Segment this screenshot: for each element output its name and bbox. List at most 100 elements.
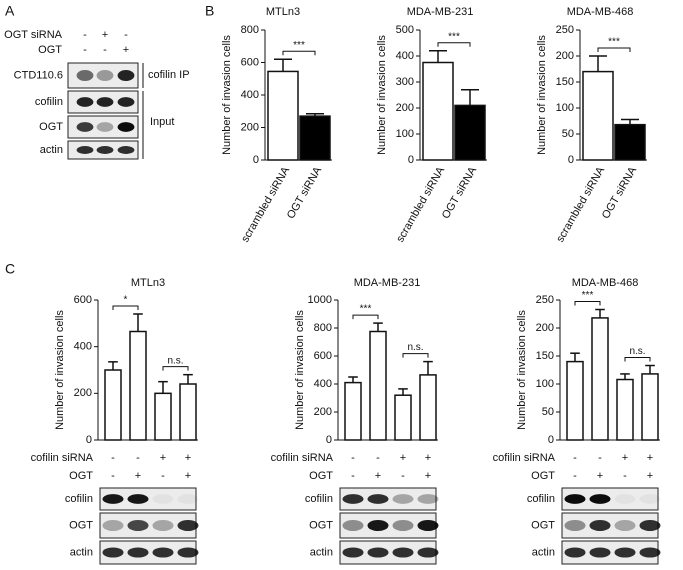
chart-title: MDA-MB-231 bbox=[354, 277, 421, 289]
sign: + bbox=[135, 470, 141, 482]
y-tick-label: 1000 bbox=[308, 294, 332, 306]
sign: - bbox=[83, 29, 87, 41]
y-tick-label: 50 bbox=[562, 128, 574, 140]
y-tick-label: 500 bbox=[396, 24, 414, 36]
sign: - bbox=[111, 470, 115, 482]
condition-label: OGT bbox=[69, 470, 93, 482]
bar bbox=[582, 70, 614, 161]
blot-band bbox=[589, 520, 611, 531]
y-axis-label: Number of invasion cells bbox=[376, 35, 388, 155]
sign: + bbox=[647, 470, 653, 482]
sign: - bbox=[111, 452, 115, 464]
y-tick-label: 0 bbox=[548, 434, 554, 446]
chart-title: MDA-MB-468 bbox=[567, 6, 634, 18]
significance-label: n.s. bbox=[629, 346, 645, 357]
blot-label: actin bbox=[532, 546, 555, 558]
y-tick-label: 600 bbox=[241, 56, 259, 68]
panel-label: B bbox=[205, 3, 214, 19]
sign: - bbox=[351, 470, 355, 482]
condition-label: cofilin siRNA bbox=[271, 452, 334, 464]
y-tick-label: 50 bbox=[542, 406, 554, 418]
sign: - bbox=[136, 452, 140, 464]
sign: + bbox=[622, 452, 628, 464]
sign: + bbox=[425, 452, 431, 464]
sign: + bbox=[375, 470, 381, 482]
blot-label: actin bbox=[40, 144, 63, 156]
x-tick-label: scrambled siRNA bbox=[394, 164, 447, 244]
blot-band bbox=[96, 146, 114, 154]
y-tick-label: 200 bbox=[556, 50, 574, 62]
blot-band bbox=[614, 494, 636, 504]
blot-band bbox=[367, 547, 389, 558]
y-axis-label: Number of invasion cells bbox=[221, 35, 233, 155]
y-axis-label: Number of invasion cells bbox=[294, 310, 306, 430]
blot-band bbox=[127, 494, 149, 504]
sign: - bbox=[103, 44, 107, 56]
significance-label: *** bbox=[608, 37, 620, 48]
sign: + bbox=[185, 452, 191, 464]
y-tick-label: 400 bbox=[241, 89, 259, 101]
blot-label: OGT bbox=[69, 519, 93, 531]
blot-band bbox=[117, 70, 135, 81]
sign: - bbox=[351, 452, 355, 464]
blot-band bbox=[367, 494, 389, 504]
bar bbox=[422, 61, 454, 161]
group-label: Input bbox=[150, 116, 174, 128]
sign: + bbox=[123, 44, 129, 56]
y-tick-label: 0 bbox=[86, 434, 92, 446]
significance-bracket bbox=[574, 301, 601, 306]
condition-label: cofilin siRNA bbox=[493, 452, 556, 464]
bar bbox=[641, 373, 659, 441]
bar bbox=[299, 115, 331, 161]
blot-band bbox=[564, 494, 586, 504]
y-tick-label: 250 bbox=[556, 24, 574, 36]
significance-label: *** bbox=[448, 31, 460, 42]
blot-band bbox=[342, 520, 364, 531]
blot-band bbox=[177, 494, 199, 504]
bar bbox=[614, 123, 646, 161]
significance-label: *** bbox=[293, 40, 305, 51]
blot-band bbox=[76, 122, 94, 132]
significance-bracket bbox=[437, 42, 471, 47]
sign: - bbox=[401, 470, 405, 482]
blot-band bbox=[417, 547, 439, 558]
x-tick-label: scrambled siRNA bbox=[554, 164, 607, 244]
chart-title: MDA-MB-468 bbox=[572, 277, 639, 289]
blot-band bbox=[589, 547, 611, 558]
sign: + bbox=[160, 452, 166, 464]
bar bbox=[454, 104, 486, 161]
blot-band bbox=[392, 520, 414, 531]
significance-label: n.s. bbox=[167, 355, 183, 366]
bar bbox=[154, 392, 172, 441]
condition-label: OGT bbox=[309, 470, 333, 482]
y-tick-label: 100 bbox=[536, 378, 554, 390]
bar bbox=[344, 381, 362, 441]
x-tick-label: scrambled siRNA bbox=[239, 164, 292, 244]
y-tick-label: 200 bbox=[536, 322, 554, 334]
blot-band bbox=[342, 547, 364, 558]
significance-bracket bbox=[597, 47, 631, 52]
sign: - bbox=[623, 470, 627, 482]
significance-bracket bbox=[162, 366, 189, 371]
blot-band bbox=[417, 494, 439, 504]
y-tick-label: 800 bbox=[241, 24, 259, 36]
sign: - bbox=[376, 452, 380, 464]
blot-label: OGT bbox=[531, 519, 555, 531]
sign: + bbox=[185, 470, 191, 482]
blot-band bbox=[102, 520, 124, 531]
blot-band bbox=[564, 547, 586, 558]
sign: - bbox=[573, 470, 577, 482]
sign: - bbox=[161, 470, 165, 482]
significance-bracket bbox=[282, 50, 316, 56]
y-tick-label: 200 bbox=[74, 387, 92, 399]
sign: - bbox=[83, 44, 87, 56]
sign: + bbox=[425, 470, 431, 482]
blot-band bbox=[639, 547, 661, 558]
bar bbox=[591, 317, 609, 441]
blot-band bbox=[392, 494, 414, 504]
y-axis-label: Number of invasion cells bbox=[536, 35, 548, 155]
significance-label: n.s. bbox=[407, 342, 423, 353]
y-tick-label: 100 bbox=[396, 128, 414, 140]
significance-bracket bbox=[112, 305, 139, 310]
y-tick-label: 200 bbox=[396, 102, 414, 114]
